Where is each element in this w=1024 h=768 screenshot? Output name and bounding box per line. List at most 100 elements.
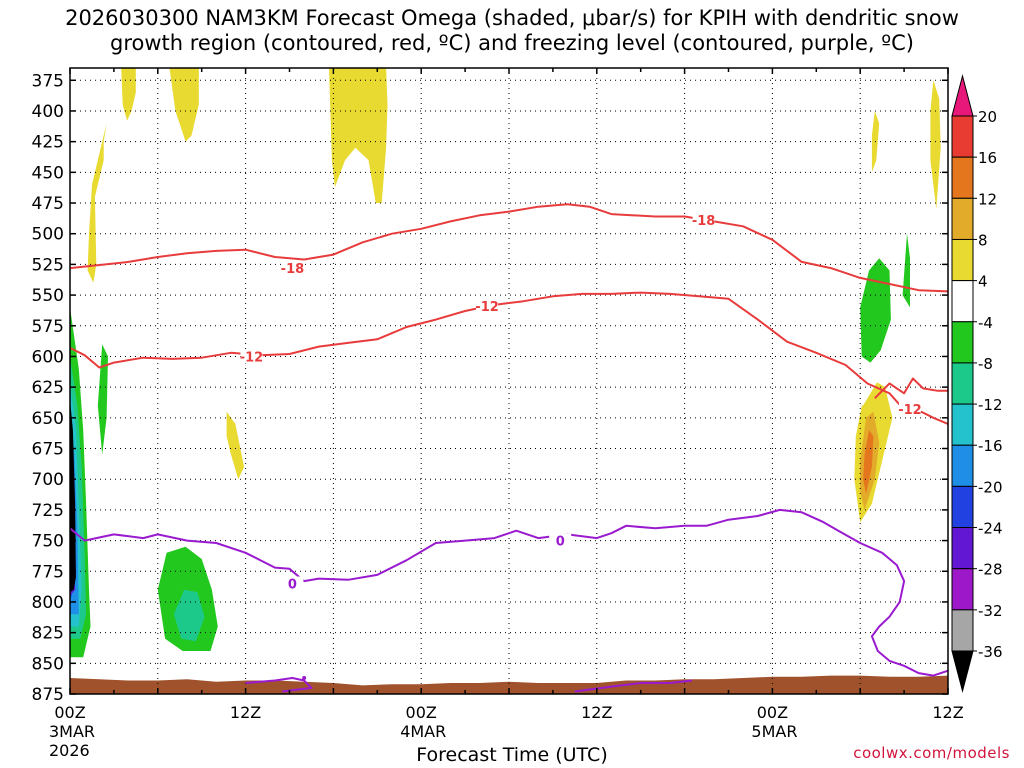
colorbar-bin — [951, 362, 974, 405]
dgz-isotherm-1 — [70, 291, 948, 425]
colorbar-bin — [951, 115, 974, 158]
dgz-isotherm-0 — [70, 203, 948, 293]
omega-region-23 — [902, 405, 938, 541]
y-tick-label: 450 — [32, 163, 64, 183]
y-tick-label: 375 — [32, 71, 64, 91]
freezing-level-0 — [70, 508, 948, 677]
dgz-isotherm-4 — [874, 377, 948, 399]
colorbar-label: -8 — [978, 355, 993, 373]
omega-region-0 — [121, 68, 136, 121]
colorbar-label: 16 — [978, 149, 997, 167]
colorbar-bin — [951, 321, 974, 364]
colorbar-label: -4 — [978, 314, 993, 332]
y-tick-label: 400 — [32, 102, 64, 122]
y-tick-label: 875 — [32, 685, 64, 705]
freezing-label-1-bg — [549, 533, 572, 548]
freezing-label-0-bg — [281, 576, 304, 591]
colorbar-bin — [951, 485, 974, 529]
credit-link[interactable]: coolwx.com/models — [853, 744, 1010, 762]
dgz-label-0: -18 — [281, 262, 305, 277]
dgz-label-4: -12 — [898, 403, 922, 418]
x-tick-label: 12Z — [932, 703, 963, 722]
terrain-fill — [70, 675, 948, 694]
x-tick-year: 2026 — [49, 741, 90, 760]
x-tick-label: 12Z — [230, 703, 261, 722]
y-tick-label: 550 — [32, 286, 64, 306]
omega-region-11 — [92, 307, 119, 639]
omega-region-14 — [471, 589, 561, 664]
y-tick-label: 575 — [32, 317, 64, 337]
y-tick-label: 600 — [32, 347, 64, 367]
colorbar-label: -24 — [978, 520, 1003, 538]
colorbar-bin — [951, 444, 974, 487]
colorbar-label: 12 — [978, 190, 997, 208]
y-tick-label: 700 — [32, 470, 64, 490]
colorbar-arrow-top — [951, 74, 974, 117]
dgz-label-2: -12 — [475, 300, 499, 315]
x-tick-label: 00Z — [54, 703, 85, 722]
omega-region-1 — [169, 68, 199, 142]
dgz-label-1-bg — [240, 349, 263, 364]
dgz-label-0-bg — [281, 261, 304, 276]
y-tick-label: 850 — [32, 654, 64, 674]
omega-region-15 — [570, 601, 628, 645]
x-axis-label: Forecast Time (UTC) — [416, 744, 608, 766]
colorbar-bin — [951, 609, 974, 652]
freezing-label-1: 0 — [556, 535, 565, 550]
omega-region-35 — [70, 399, 76, 593]
omega-region-27 — [860, 258, 891, 363]
colorbar-bin — [951, 280, 974, 323]
colorbar-label: 8 — [978, 231, 988, 249]
omega-region-4 — [226, 411, 245, 480]
colorbar-bin — [951, 403, 974, 446]
x-tick-label: 12Z — [581, 703, 612, 722]
y-tick-label: 475 — [32, 194, 64, 214]
omega-region-20 — [874, 577, 890, 645]
freezing-label-0: 0 — [288, 578, 297, 593]
chart-title-line2: growth region (contoured, red, ºC) and f… — [110, 31, 914, 55]
y-tick-label: 675 — [32, 440, 64, 460]
colorbar-label: -28 — [978, 561, 1003, 579]
plot-area: -18 -12 -12 -18 -12 0 0 — [70, 68, 948, 694]
x-tick-date: 4MAR — [400, 722, 446, 741]
omega-region-17 — [787, 552, 826, 651]
colorbar-label: -32 — [978, 602, 1003, 620]
y-tick-label: 775 — [32, 562, 64, 582]
colorbar-bin — [951, 156, 974, 199]
x-tick-label: 00Z — [757, 703, 788, 722]
freezing-level-2 — [245, 677, 313, 693]
omega-region-9 — [930, 80, 941, 210]
omega-region-3 — [87, 123, 107, 283]
y-tick-label: 800 — [32, 593, 64, 613]
y-tick-label: 625 — [32, 378, 64, 398]
x-tick-date: 3MAR — [49, 722, 95, 741]
omega-region-16 — [751, 552, 777, 627]
omega-region-7 — [863, 430, 874, 494]
y-tick-label: 825 — [32, 624, 64, 644]
colorbar-label: -16 — [978, 437, 1003, 455]
y-tick-label: 725 — [32, 501, 64, 521]
chart-title-line1: 2026030300 NAM3KM Forecast Omega (shaded… — [65, 6, 959, 30]
x-tick-date: 5MAR — [751, 722, 797, 741]
dgz-label-3: -18 — [692, 214, 716, 229]
omega-region-25 — [97, 344, 108, 455]
omega-region-18 — [798, 356, 831, 553]
dgz-label-3-bg — [692, 213, 715, 228]
y-tick-label: 500 — [32, 225, 64, 245]
colorbar-label: -20 — [978, 478, 1003, 496]
colorbar-arrow-bottom — [951, 650, 974, 693]
omega-region-13 — [251, 595, 275, 664]
colorbar-bin — [951, 527, 974, 570]
colorbar-label: -36 — [978, 643, 1003, 661]
y-tick-label: 650 — [32, 409, 64, 429]
freezing-level-3 — [574, 679, 693, 693]
dgz-label-4-bg — [898, 402, 921, 417]
omega-region-30 — [173, 589, 205, 642]
y-tick-label: 750 — [32, 532, 64, 552]
dgz-label-2-bg — [476, 299, 499, 314]
y-tick-label: 525 — [32, 255, 64, 275]
colorbar-label: -12 — [978, 396, 1003, 414]
colorbar-bin — [951, 568, 974, 611]
colorbar-label: 4 — [978, 273, 988, 291]
